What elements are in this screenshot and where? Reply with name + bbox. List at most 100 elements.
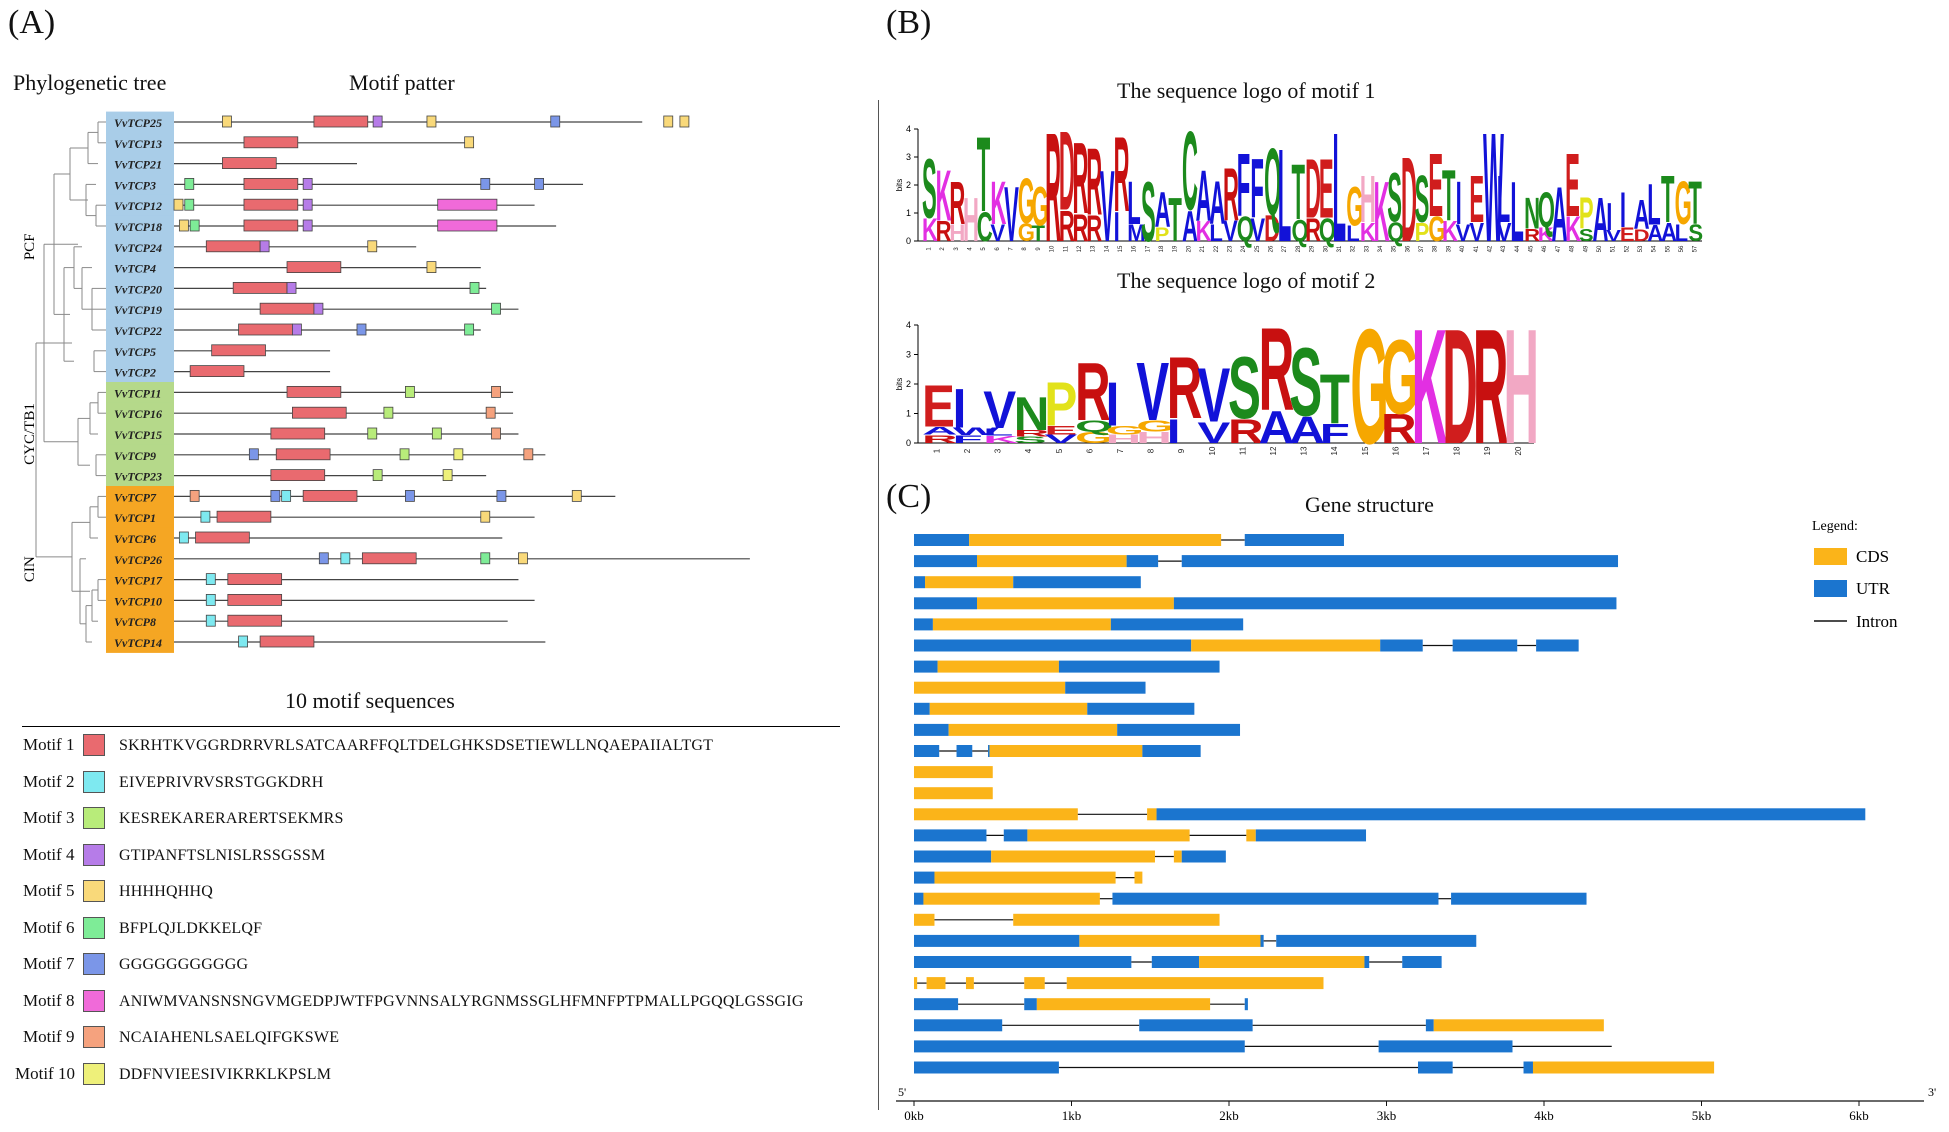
logo-position-label: 12 [1077,245,1083,252]
motif-box [302,177,313,190]
logo-letter: P [1044,369,1077,439]
motif-box [469,281,480,294]
gene-label: VvTCP12 [114,199,162,213]
motif-box [313,302,324,315]
logo-position-label: 1 [932,448,941,453]
logo-position-label: 6 [1085,448,1094,453]
logo-position-label: 22 [1214,245,1220,252]
logo-letter: G [1346,175,1363,238]
cds-segment [1013,913,1220,926]
motif-box [491,427,501,440]
gene-label: VvTCP13 [114,137,162,151]
motif-box [216,510,272,523]
logo-letter: I [1456,168,1462,237]
logo-y-tick-label: 4 [906,320,911,330]
motif-box [442,469,453,482]
cds-segment [925,576,1014,589]
logo-letter: D [1442,294,1478,478]
cds-segment [1134,871,1143,884]
utr-segment [914,892,924,905]
gene-structure-legend: Legend: CDS UTR Intron [1812,519,1898,631]
motif-box [340,552,351,565]
logo-letter: A [1259,403,1295,454]
motif-pattern-title: Motif patter [349,70,455,95]
logo-position-label: 15 [1118,245,1124,252]
logo-y-tick-label: 4 [906,124,911,134]
logo-letter: A [1155,183,1171,239]
utr-segment [1151,956,1200,968]
motif-box [405,385,415,398]
motif-box [232,281,288,294]
logo-letter: G [1350,294,1388,478]
motif-box [286,281,297,294]
logo-letter: T [1291,150,1304,237]
logo-position-label: 4 [1024,448,1033,453]
logo-y-tick-label: 1 [906,208,911,218]
gene-label: VvTCP19 [114,303,162,317]
motif-box [485,406,496,419]
gene-label-cell [106,527,174,549]
motif-label: Motif 3 [23,808,75,827]
utr-segment [1058,660,1220,673]
utr-segment [956,745,973,757]
motif-sequences-title: 10 motif sequences [285,688,455,713]
motif-box [189,365,245,378]
logo-position-label: 9 [1177,448,1186,453]
logo-letter: A [1551,172,1567,259]
logo-letter: F [1320,419,1350,449]
motif-sequence: SKRHTKVGGRDRRVRLSATCAARFFQLTDELGHKSDSETI… [119,737,714,754]
gene-label: VvTCP25 [114,116,162,130]
motif-box [205,573,216,585]
five-prime-label: 5' [898,1085,906,1099]
gene-label: VvTCP22 [114,324,162,338]
logo-letter: S [1579,226,1594,245]
utr-segment [1276,934,1477,947]
motif-sequence: GGGGGGGGGGG [119,956,249,973]
cds-segment [989,745,1143,757]
cds-segment [929,702,1088,715]
motif-box [496,489,507,502]
utr-segment [1425,1019,1434,1032]
motif-label: Motif 2 [23,771,75,791]
motif-pattern-diagram [173,115,750,648]
logo-letter: A [1289,409,1325,451]
logo-letter: V [1136,346,1169,438]
legend-intron-label: Intron [1856,612,1898,631]
logo-letter: H [949,219,965,246]
utr-segment [914,702,930,715]
motif-color-swatch [83,880,105,902]
logo-letter: H [963,185,979,254]
motif-box [491,385,501,398]
motif-sequence-row: Motif 4 GTIPANFTSLNISLRSSGSSM [0,843,870,873]
gene-label: VvTCP21 [114,158,162,172]
utr-segment [914,998,959,1011]
logo-position-label: 41 [1474,245,1480,252]
logo-letter: T [1442,156,1456,237]
motif-sequence: KESREKARERARERTSEKMRS [119,810,344,827]
logo-letter: H [1136,429,1172,447]
motif-box [302,198,313,211]
motif-box [292,406,347,419]
logo-position-label: 52 [1624,245,1630,252]
motif-sequence-row: Motif 8 ANIWMVANSNSNGVMGEDPJWTFPGVNNSALYR… [0,989,870,1019]
logo-letter: L [1675,219,1688,246]
utr-segment [1244,534,1344,546]
motif-box [523,448,534,461]
utr-segment [914,934,1080,947]
utr-segment [1117,723,1241,736]
logo-letter: L [1278,122,1291,270]
logo-letter: D [1634,227,1650,246]
motif-box [480,510,491,523]
gene-label-cell [106,132,174,154]
motif-color-swatch [83,916,105,939]
utr-segment [1065,681,1146,694]
logo-position-label: 21 [1200,245,1206,252]
gene-label-cell [106,423,174,445]
motif-label: Motif 10 [15,1063,75,1083]
gene-label-cell [106,610,174,633]
cds-segment [1027,829,1190,842]
motif-box [426,261,437,274]
logo-position-label: 47 [1556,245,1562,252]
logo-letter: R [1073,123,1089,235]
gene-label-cell [106,382,174,404]
